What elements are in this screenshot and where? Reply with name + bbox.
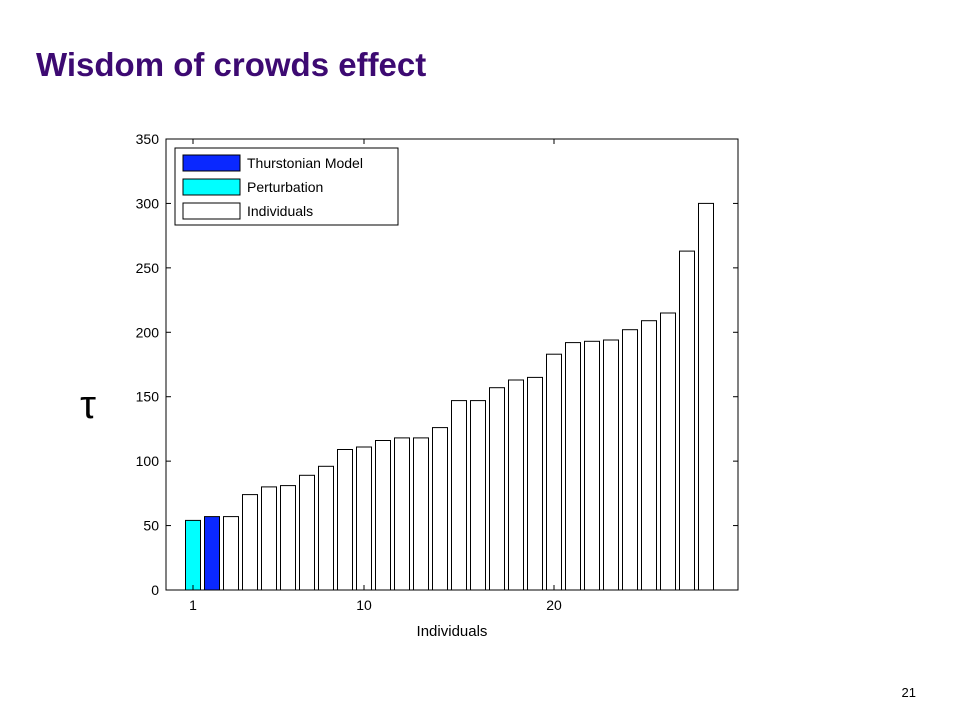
y-tick-label: 300 xyxy=(136,195,160,211)
bar-11 xyxy=(375,440,391,591)
bar-20 xyxy=(546,353,562,591)
bar-8 xyxy=(318,465,334,591)
bar-23 xyxy=(603,339,619,591)
bar-15 xyxy=(451,400,467,591)
y-axis-label: τ xyxy=(80,383,96,427)
bar-5 xyxy=(261,486,277,591)
bar-2 xyxy=(204,516,220,591)
bar-17 xyxy=(489,387,505,591)
x-tick-label: 1 xyxy=(189,597,197,613)
bar-18 xyxy=(508,379,524,591)
y-tick-label: 100 xyxy=(136,453,160,469)
bar-19 xyxy=(527,376,543,591)
bar-26 xyxy=(660,312,676,591)
bar-10 xyxy=(356,446,372,591)
y-axis-ticks: 0 50 100 150 200 250 300 350 xyxy=(136,131,738,598)
bar-16 xyxy=(470,400,486,591)
x-axis-ticks: 1 10 20 xyxy=(189,139,562,613)
x-axis-label: Individuals xyxy=(417,623,488,640)
bar-28 xyxy=(698,202,714,591)
y-tick-label: 150 xyxy=(136,389,160,405)
legend-label: Perturbation xyxy=(247,179,323,195)
y-tick-label: 50 xyxy=(143,518,159,534)
bar-27 xyxy=(679,250,695,591)
bar-6 xyxy=(280,485,296,591)
legend: Thurstonian Model Perturbation Individuals xyxy=(174,147,399,226)
page-number: 21 xyxy=(901,685,916,700)
y-tick-label: 250 xyxy=(136,260,160,276)
legend-swatch xyxy=(182,154,241,172)
y-tick-label: 200 xyxy=(136,324,160,340)
x-tick-label: 10 xyxy=(356,597,372,613)
bar-3 xyxy=(223,516,239,591)
plot-frame xyxy=(165,138,739,591)
bar-25 xyxy=(641,320,657,591)
y-tick-label: 350 xyxy=(136,131,160,147)
bar-9 xyxy=(337,449,353,591)
bar-24 xyxy=(622,329,638,591)
bar-21 xyxy=(565,342,581,591)
bar-12 xyxy=(394,437,410,591)
legend-swatch xyxy=(182,202,241,220)
bar-4 xyxy=(242,494,258,591)
legend-swatch xyxy=(182,178,241,196)
bar-22 xyxy=(584,340,600,591)
legend-label: Thurstonian Model xyxy=(247,155,363,171)
legend-label: Individuals xyxy=(247,203,313,219)
x-tick-label: 20 xyxy=(546,597,562,613)
y-tick-label: 0 xyxy=(151,582,159,598)
bar-13 xyxy=(413,437,429,591)
bar-14 xyxy=(432,427,448,591)
bar-1 xyxy=(185,519,201,591)
bar-7 xyxy=(299,474,315,591)
slide-title: Wisdom of crowds effect xyxy=(36,46,427,83)
bars-layer xyxy=(185,202,714,591)
